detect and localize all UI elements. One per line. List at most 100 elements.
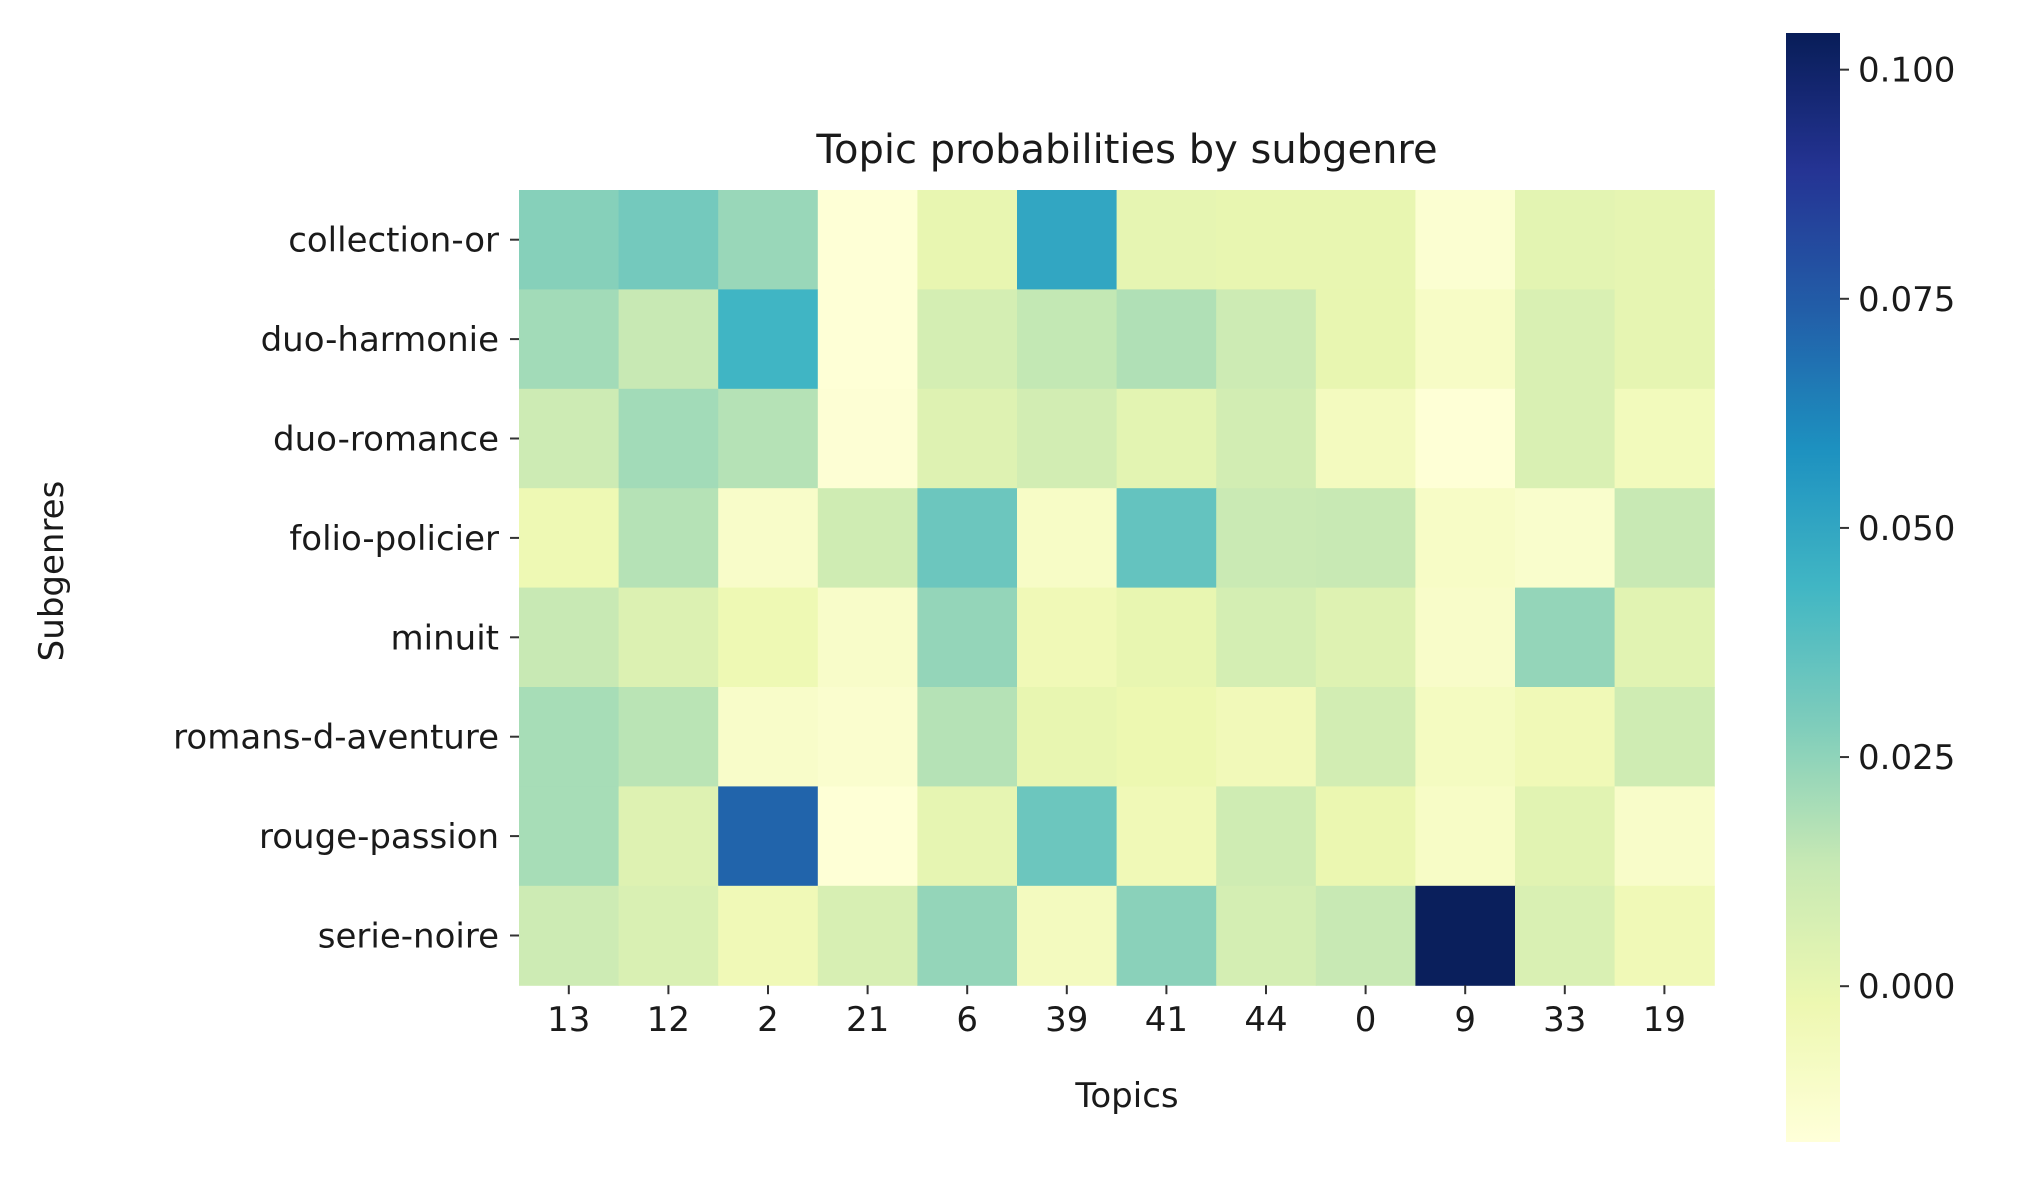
heatmap-cell: [1315, 388, 1416, 489]
colorbar-tick-label: 0.025: [1858, 738, 1955, 778]
heatmap-cell: [519, 786, 620, 887]
heatmap-cell: [1116, 190, 1217, 290]
heatmap-cell: [1216, 488, 1317, 589]
colorbar-ticks: 0.000 0.025 0.050 0.075 0.100: [1840, 51, 1955, 1007]
heatmap-cell: [618, 488, 719, 589]
heatmap-cell: [817, 786, 918, 887]
heatmap-cell: [817, 190, 918, 290]
heatmap-cell: [1415, 687, 1516, 787]
heatmap-cell: [1415, 190, 1516, 290]
heatmap-cell: [1515, 289, 1616, 390]
heatmap-cell: [519, 885, 620, 986]
x-tick-label: 9: [1454, 1000, 1476, 1040]
heatmap-cell: [817, 587, 918, 688]
y-tick-label: minuit: [391, 618, 499, 658]
heatmap-cell: [618, 388, 719, 489]
heatmap-cell: [519, 289, 620, 390]
heatmap-cell: [1116, 687, 1217, 787]
colorbar-gradient: [1786, 33, 1840, 1142]
heatmap-cell: [1315, 885, 1416, 986]
y-tick-label: folio-policier: [289, 519, 499, 559]
heatmap-cell: [1614, 687, 1715, 787]
heatmap-cell: [1216, 190, 1317, 290]
heatmap-cell: [1515, 687, 1616, 787]
x-tick-label: 39: [1045, 1000, 1088, 1040]
heatmap-cell: [1315, 289, 1416, 390]
heatmap-cell: [1614, 190, 1715, 290]
chart-title: Topic probabilities by subgenre: [815, 127, 1437, 173]
heatmap-cell: [1315, 786, 1416, 887]
x-axis-ticks: 13 12 2 21 6 39 41 44 0 9 33 19: [547, 985, 1686, 1040]
heatmap-cell: [1017, 587, 1118, 688]
heatmap-cell: [1515, 885, 1616, 986]
heatmap-cell: [718, 885, 819, 986]
heatmap-cell: [1415, 885, 1516, 986]
heatmap-cell: [817, 289, 918, 390]
heatmap-cell: [1614, 289, 1715, 390]
colorbar-tick-label: 0.050: [1858, 509, 1955, 549]
x-tick-label: 6: [956, 1000, 978, 1040]
x-axis-label: Topics: [1074, 1076, 1178, 1116]
heatmap-cell: [718, 388, 819, 489]
y-tick-label: romans-d-aventure: [173, 718, 499, 758]
heatmap-cell: [917, 687, 1018, 787]
heatmap-cell: [917, 885, 1018, 986]
heatmap-cell: [1415, 488, 1516, 589]
heatmap-cell: [1017, 786, 1118, 887]
heatmap-cell: [1515, 786, 1616, 887]
heatmap-cell: [917, 587, 1018, 688]
heatmap-cell: [718, 786, 819, 887]
heatmap-cell: [1017, 289, 1118, 390]
x-tick-label: 44: [1244, 1000, 1287, 1040]
heatmap-cell: [1515, 587, 1616, 688]
x-tick-label: 13: [547, 1000, 590, 1040]
heatmap-cell: [1216, 687, 1317, 787]
heatmap-cell: [618, 885, 719, 986]
heatmap-cell: [1515, 488, 1616, 589]
heatmap-cell: [1515, 190, 1616, 290]
colorbar-tick-label: 0.100: [1858, 51, 1955, 91]
x-tick-label: 21: [846, 1000, 889, 1040]
heatmap-cell: [519, 190, 620, 290]
y-tick-label: duo-romance: [273, 420, 499, 460]
x-tick-label: 2: [757, 1000, 779, 1040]
heatmap-cell: [817, 488, 918, 589]
heatmap-cell: [718, 488, 819, 589]
y-tick-label: duo-harmonie: [261, 320, 499, 360]
colorbar-tick-label: 0.000: [1858, 967, 1955, 1007]
heatmap-cell: [1116, 587, 1217, 688]
heatmap-cell: [1116, 388, 1217, 489]
y-axis-label: Subgenres: [32, 481, 72, 662]
heatmap-cell: [1116, 885, 1217, 986]
heatmap-cell: [718, 289, 819, 390]
heatmap-cell: [1017, 488, 1118, 589]
heatmap-cell: [618, 587, 719, 688]
heatmap-cell: [1614, 488, 1715, 589]
heatmap-cell: [718, 687, 819, 787]
x-tick-label: 0: [1355, 1000, 1377, 1040]
heatmap-cell: [1315, 190, 1416, 290]
heatmap-cells: [519, 190, 1715, 986]
heatmap-cell: [817, 687, 918, 787]
heatmap-cell: [917, 289, 1018, 390]
heatmap-cell: [1216, 289, 1317, 390]
y-axis-ticks: collection-or duo-harmonie duo-romance foli…: [173, 221, 519, 957]
heatmap-cell: [1216, 388, 1317, 489]
heatmap-cell: [1017, 388, 1118, 489]
heatmap-cell: [1116, 488, 1217, 589]
heatmap-cell: [618, 289, 719, 390]
heatmap-cell: [1315, 587, 1416, 688]
heatmap-cell: [1216, 885, 1317, 986]
x-tick-label: 33: [1543, 1000, 1586, 1040]
heatmap-cell: [1116, 289, 1217, 390]
heatmap-cell: [1415, 786, 1516, 887]
heatmap-cell: [519, 687, 620, 787]
heatmap-cell: [519, 388, 620, 489]
heatmap-cell: [718, 587, 819, 688]
heatmap-cell: [1415, 388, 1516, 489]
heatmap-cell: [1017, 885, 1118, 986]
y-tick-label: collection-or: [288, 221, 499, 261]
heatmap-cell: [817, 388, 918, 489]
y-tick-label: serie-noire: [318, 917, 499, 957]
heatmap-cell: [917, 190, 1018, 290]
